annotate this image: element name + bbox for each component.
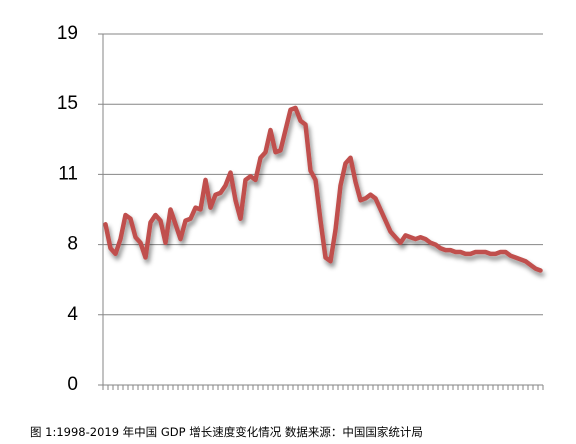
y-tick-label: 15: [57, 93, 78, 114]
y-tick-label: 19: [57, 23, 78, 44]
y-tick-label: 8: [67, 234, 78, 255]
y-tick-label: 0: [67, 374, 78, 395]
data-line: [103, 105, 543, 273]
y-tick-label: 11: [58, 163, 78, 184]
y-tick-label: 4: [67, 304, 78, 325]
caption: 图 1:1998-2019 年中国 GDP 增长速度变化情况 数据来源：中国国家…: [30, 425, 423, 439]
